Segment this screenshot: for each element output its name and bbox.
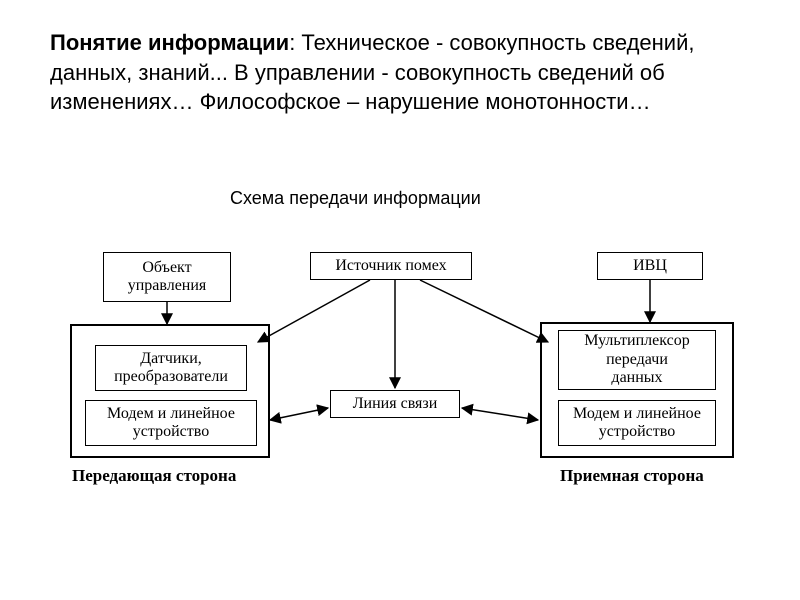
node-modem-right: Модем и линейноеустройство xyxy=(558,400,716,446)
diagram-subtitle: Схема передачи информации xyxy=(230,188,481,209)
node-comm-line: Линия связи xyxy=(330,390,460,418)
title-bold: Понятие информации xyxy=(50,30,289,55)
node-object-control: Объектуправления xyxy=(103,252,231,302)
node-noise-source: Источник помех xyxy=(310,252,472,280)
diagram-canvas: Объектуправления Источник помех ИВЦ Датч… xyxy=(0,230,800,600)
node-sensors: Датчики,преобразователи xyxy=(95,345,247,391)
page-title: Понятие информации: Техническое - совоку… xyxy=(50,28,730,117)
node-multiplexer: Мультиплексорпередачиданных xyxy=(558,330,716,390)
node-ivc: ИВЦ xyxy=(597,252,703,280)
node-modem-left: Модем и линейноеустройство xyxy=(85,400,257,446)
group-label-transmitting: Передающая сторона xyxy=(72,466,236,486)
group-label-receiving: Приемная сторона xyxy=(560,466,704,486)
